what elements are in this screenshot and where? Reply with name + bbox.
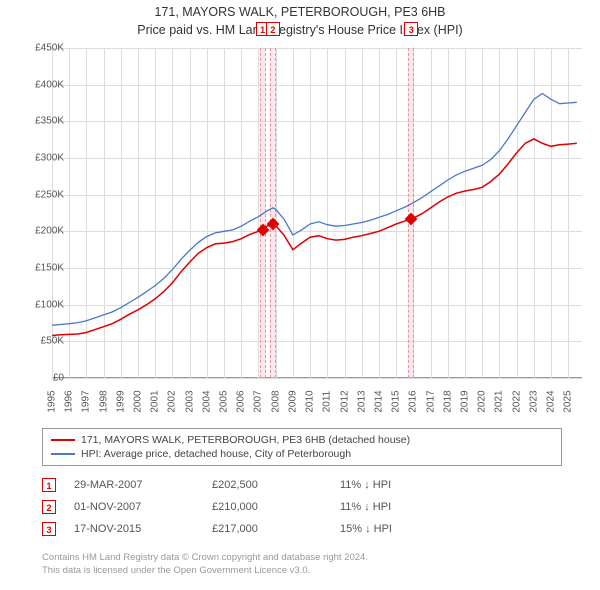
y-tick-label: £250K (14, 189, 64, 200)
y-tick-label: £100K (14, 299, 64, 310)
x-tick-label: 2009 (287, 390, 298, 412)
x-tick-label: 2015 (391, 390, 402, 412)
event-row-2: 2 01-NOV-2007 £210,000 11% ↓ HPI (42, 496, 562, 518)
x-tick-label: 2014 (373, 390, 384, 412)
footer: Contains HM Land Registry data © Crown c… (42, 552, 562, 578)
legend-swatch-property (51, 439, 75, 441)
y-tick-label: £200K (14, 226, 64, 237)
x-tick-label: 2018 (442, 390, 453, 412)
y-tick-label: £50K (14, 336, 64, 347)
event-price-3: £217,000 (212, 523, 322, 535)
x-tick-label: 2025 (563, 390, 574, 412)
footer-line-1: Contains HM Land Registry data © Crown c… (42, 552, 562, 565)
x-tick-label: 2022 (511, 390, 522, 412)
footer-line-2: This data is licensed under the Open Gov… (42, 565, 562, 578)
x-tick-label: 2003 (184, 390, 195, 412)
event-row-1: 1 29-MAR-2007 £202,500 11% ↓ HPI (42, 474, 562, 496)
series-line-hpi (52, 94, 577, 326)
x-tick-label: 2006 (236, 390, 247, 412)
title-block: 171, MAYORS WALK, PETERBOROUGH, PE3 6HB … (0, 0, 600, 39)
legend: 171, MAYORS WALK, PETERBOROUGH, PE3 6HB … (42, 428, 562, 466)
event-hpi-3: 15% ↓ HPI (340, 523, 430, 535)
y-tick-label: £300K (14, 153, 64, 164)
x-tick-label: 2011 (322, 391, 333, 413)
event-num-1: 1 (42, 478, 56, 492)
x-tick-label: 2023 (528, 390, 539, 412)
x-tick-label: 2002 (167, 390, 178, 412)
legend-row-hpi: HPI: Average price, detached house, City… (51, 447, 553, 461)
line-layer (52, 48, 582, 378)
event-num-3: 3 (42, 522, 56, 536)
y-tick-label: £350K (14, 116, 64, 127)
x-tick-label: 2000 (133, 390, 144, 412)
gridline-h (52, 378, 582, 379)
x-tick-label: 2013 (356, 390, 367, 412)
x-tick-label: 2008 (270, 390, 281, 412)
x-tick-label: 2004 (201, 390, 212, 412)
chart-container: 171, MAYORS WALK, PETERBOROUGH, PE3 6HB … (0, 0, 600, 590)
event-hpi-2: 11% ↓ HPI (340, 501, 430, 513)
event-price-1: £202,500 (212, 479, 322, 491)
title-line-1: 171, MAYORS WALK, PETERBOROUGH, PE3 6HB (0, 4, 600, 22)
x-tick-label: 2017 (425, 390, 436, 412)
chart-area: 123 (52, 48, 582, 378)
x-tick-label: 1996 (64, 390, 75, 412)
x-tick-label: 2007 (253, 390, 264, 412)
legend-row-property: 171, MAYORS WALK, PETERBOROUGH, PE3 6HB … (51, 433, 553, 447)
event-date-1: 29-MAR-2007 (74, 479, 194, 491)
y-tick-label: £450K (14, 43, 64, 54)
event-marker-box: 2 (266, 22, 280, 36)
event-marker-box: 3 (404, 22, 418, 36)
x-tick-label: 2021 (494, 390, 505, 412)
x-tick-label: 2005 (219, 390, 230, 412)
event-price-2: £210,000 (212, 501, 322, 513)
event-row-3: 3 17-NOV-2015 £217,000 15% ↓ HPI (42, 518, 562, 540)
y-tick-label: £0 (14, 373, 64, 384)
legend-label-property: 171, MAYORS WALK, PETERBOROUGH, PE3 6HB … (81, 434, 410, 446)
x-tick-label: 2010 (305, 390, 316, 412)
event-num-2: 2 (42, 500, 56, 514)
y-tick-label: £150K (14, 263, 64, 274)
x-tick-label: 1999 (115, 390, 126, 412)
x-tick-label: 2012 (339, 390, 350, 412)
y-tick-label: £400K (14, 79, 64, 90)
x-tick-label: 2019 (459, 390, 470, 412)
x-tick-label: 1998 (98, 390, 109, 412)
event-date-2: 01-NOV-2007 (74, 501, 194, 513)
x-tick-label: 2016 (408, 390, 419, 412)
legend-label-hpi: HPI: Average price, detached house, City… (81, 448, 351, 460)
x-tick-label: 2024 (546, 390, 557, 412)
events-table: 1 29-MAR-2007 £202,500 11% ↓ HPI 2 01-NO… (42, 474, 562, 540)
x-tick-label: 2020 (477, 390, 488, 412)
event-date-3: 17-NOV-2015 (74, 523, 194, 535)
title-line-2: Price paid vs. HM Land Registry's House … (0, 22, 600, 40)
series-line-property (52, 139, 577, 336)
legend-swatch-hpi (51, 453, 75, 455)
x-tick-label: 1997 (81, 390, 92, 412)
x-tick-label: 1995 (47, 390, 58, 412)
x-tick-label: 2001 (150, 390, 161, 412)
event-hpi-1: 11% ↓ HPI (340, 479, 430, 491)
